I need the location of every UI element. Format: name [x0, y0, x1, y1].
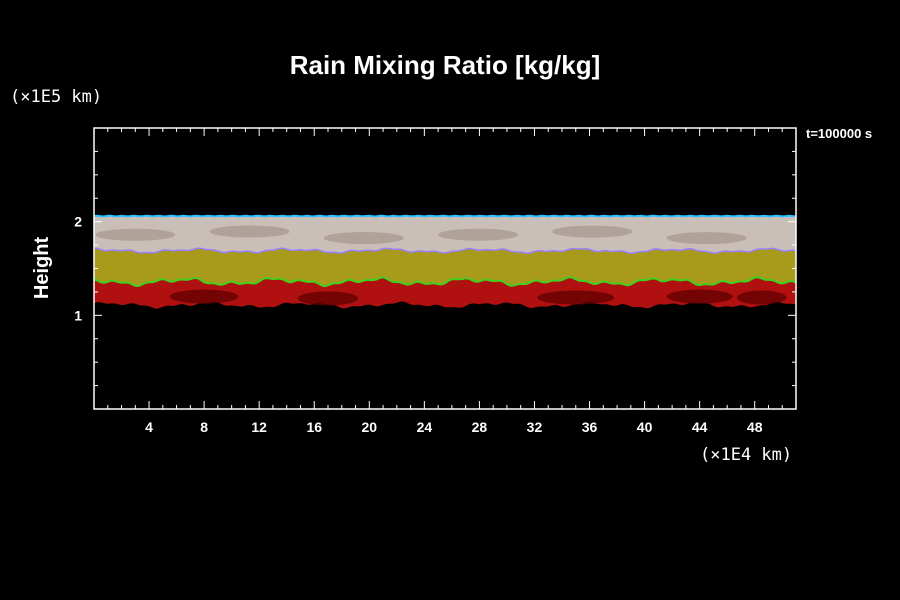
- x-tick-label: 20: [362, 419, 378, 435]
- edge-white-yellow: [94, 247, 796, 254]
- y-unit-label: (×1E5 km): [10, 87, 102, 107]
- x-tick-label: 4: [145, 419, 153, 435]
- white-streak-4: [552, 225, 633, 238]
- white-streak-2: [323, 232, 404, 245]
- edge-yellow-red: [94, 276, 796, 288]
- x-tick-label: 44: [692, 419, 708, 435]
- edge-top: [94, 214, 796, 218]
- time-label: t=100000 s: [806, 126, 872, 141]
- y-tick-label: 2: [74, 214, 82, 230]
- x-tick-label: 12: [251, 419, 267, 435]
- band-red: [94, 277, 796, 309]
- x-tick-label: 48: [747, 419, 763, 435]
- x-tick-label: 8: [200, 419, 208, 435]
- x-tick-label: 24: [417, 419, 433, 435]
- white-streak-5: [666, 232, 747, 245]
- red-core-1: [297, 291, 359, 306]
- white-streak-1: [209, 225, 290, 238]
- x-tick-label: 36: [582, 419, 598, 435]
- white-streak-0: [95, 228, 176, 241]
- y-axis-label: Height: [31, 237, 53, 300]
- white-streak-3: [438, 228, 519, 241]
- band-yellow: [94, 248, 796, 287]
- plot-frame: [93, 127, 797, 410]
- x-tick-label: 32: [527, 419, 543, 435]
- red-core-0: [169, 289, 239, 304]
- x-unit-label: (×1E4 km): [700, 445, 792, 465]
- x-tick-label: 40: [637, 419, 653, 435]
- rain-field: [94, 214, 796, 309]
- chart-title: Rain Mixing Ratio [kg/kg]: [290, 50, 601, 80]
- red-core-4: [736, 290, 787, 305]
- x-tick-label: 28: [472, 419, 488, 435]
- x-tick-label: 16: [306, 419, 322, 435]
- red-core-2: [537, 290, 615, 305]
- y-tick-label: 1: [74, 307, 82, 323]
- red-core-3: [666, 289, 733, 304]
